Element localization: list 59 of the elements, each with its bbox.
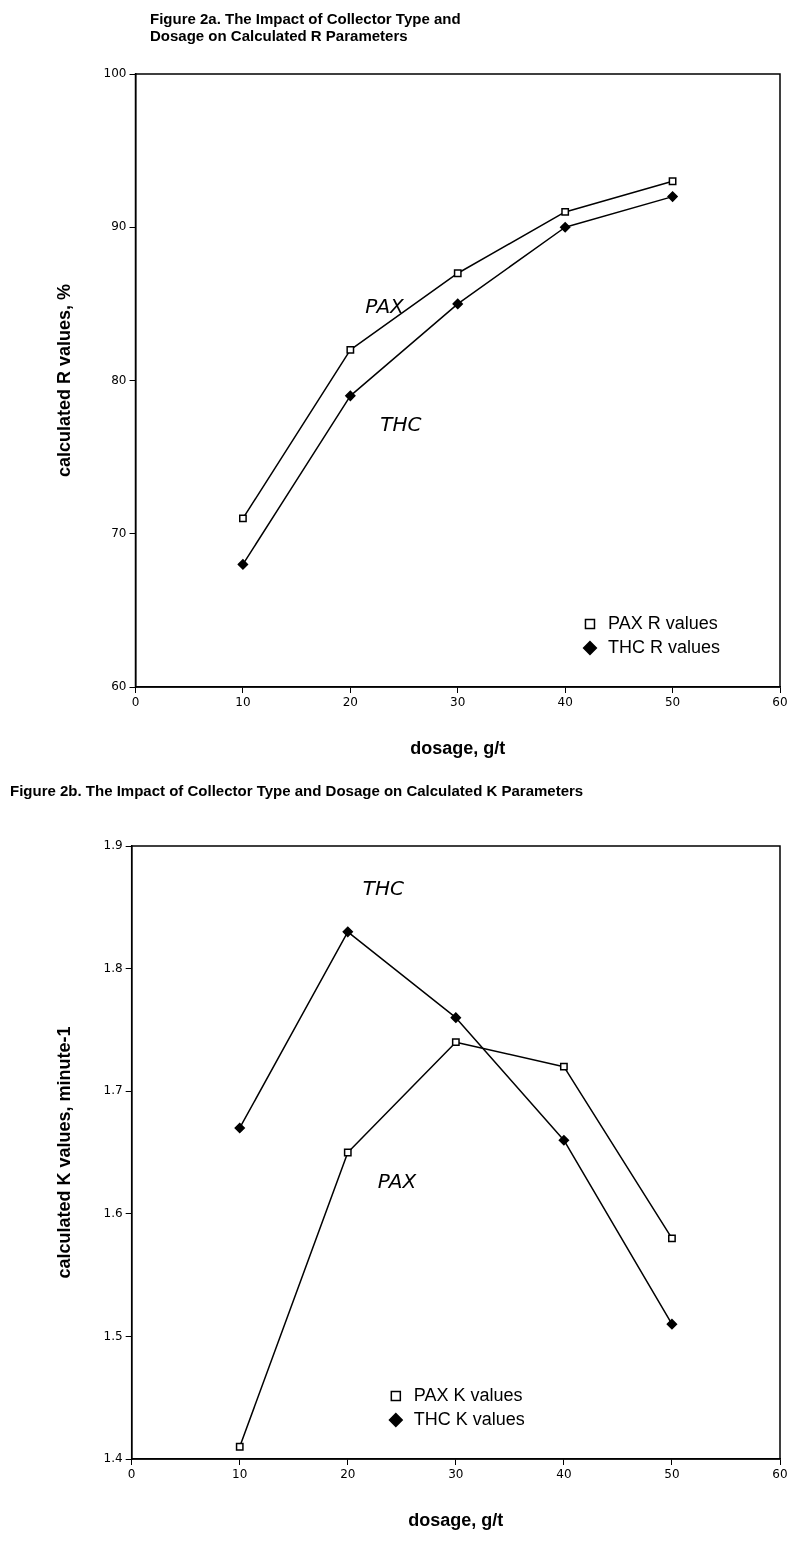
y-tick-label: 90: [111, 219, 127, 234]
point: [238, 514, 247, 523]
annotation: PAX: [365, 294, 406, 319]
legend-label: PAX K values: [413, 1384, 523, 1405]
point: [559, 1062, 568, 1071]
x-tick-label: 30: [450, 695, 466, 710]
point: [343, 1148, 352, 1157]
y-tick-label: 80: [111, 372, 127, 387]
x-tick-label: 30: [448, 1467, 464, 1482]
chart-title: Figure 2b. The Impact of Collector Type and Dosage on Calculated K Parameters: [9, 781, 585, 801]
point: [668, 177, 677, 186]
y-axis-title: calculated K values, minute-1: [53, 1026, 74, 1279]
point: [559, 222, 571, 233]
x-tick-label: 20: [342, 695, 358, 710]
x-tick-label: 0: [131, 695, 140, 710]
point: [668, 1234, 676, 1243]
x-tick-label: 10: [232, 1467, 248, 1482]
y-tick-label: 60: [111, 679, 127, 694]
point: [234, 1122, 245, 1134]
annotation: PAX: [377, 1168, 418, 1193]
x-tick-label: 20: [340, 1467, 356, 1482]
point: [666, 1318, 678, 1330]
x-axis-title: dosage, g/t: [408, 1510, 504, 1531]
point: [237, 559, 249, 570]
x-tick-label: 40: [556, 1467, 572, 1482]
chart-title: Figure 2a. The Impact of Collector Type and Dosage on Calculated R Parameters: [149, 9, 462, 46]
x-tick-label: 50: [664, 1467, 680, 1482]
y-tick-label: 1.7: [103, 1083, 123, 1098]
point: [667, 191, 678, 202]
x-tick-label: 60: [772, 695, 788, 710]
y-tick-label: 1.6: [103, 1205, 123, 1220]
x-tick-label: 0: [127, 1467, 136, 1482]
point: [452, 298, 463, 310]
x-tick-label: 60: [772, 1467, 788, 1482]
point: [451, 1038, 460, 1047]
legend-label: THC K values: [413, 1408, 525, 1429]
y-tick-label: 1.8: [103, 960, 123, 975]
x-tick-label: 50: [664, 695, 681, 710]
point: [235, 1442, 244, 1451]
y-axis-title: calculated R values, %: [53, 283, 74, 478]
annotation: THC: [380, 412, 422, 437]
annotation: THC: [362, 876, 405, 901]
x-tick-label: 40: [557, 695, 573, 710]
y-tick-label: 70: [111, 525, 127, 540]
point: [561, 207, 570, 216]
x-axis-title: dosage, g/t: [410, 738, 506, 759]
point: [558, 1134, 570, 1146]
x-tick-label: 10: [235, 695, 251, 710]
point: [450, 1012, 462, 1023]
point: [342, 926, 354, 938]
y-tick-label: 1.4: [103, 1451, 123, 1466]
point: [345, 390, 356, 402]
point: [453, 269, 462, 278]
legend-label: PAX R values: [607, 612, 718, 633]
y-tick-label: 1.9: [103, 838, 123, 853]
y-tick-label: 100: [103, 66, 127, 81]
legend-label: THC R values: [607, 636, 721, 657]
y-tick-label: 1.5: [103, 1328, 123, 1343]
point: [346, 345, 355, 354]
